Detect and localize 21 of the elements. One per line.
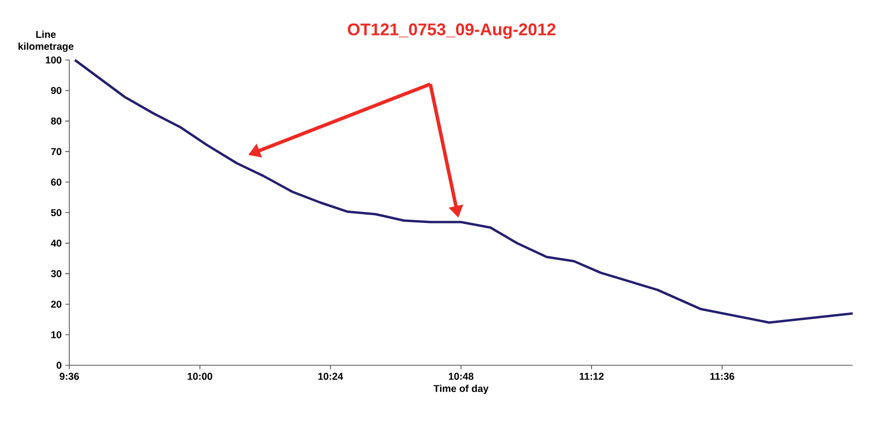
y-axis-title: Line kilometrage (18, 30, 74, 52)
y-tick-label: 30 (50, 270, 62, 278)
x-tick-label: 11:36 (710, 372, 734, 380)
x-tick-label: 11:12 (580, 372, 604, 380)
y-tick-label: 60 (51, 178, 62, 186)
x-tick-label: 10:00 (188, 372, 212, 380)
x-tick-label: 10:48 (448, 372, 474, 380)
x-tick-label: 9:36 (60, 372, 79, 380)
y-tick-label: 90 (51, 86, 62, 94)
chart-title: OT121_0753_09-Aug-2012 (348, 23, 556, 39)
y-tick-label: 0 (56, 362, 62, 369)
y-tick-label: 20 (51, 300, 62, 308)
y-tick-label: 10 (51, 331, 62, 338)
x-axis-title: Time of day (434, 384, 489, 394)
y-tick-label: 50 (51, 209, 62, 216)
y-tick-label: 80 (51, 118, 62, 125)
y-tick-label: 40 (50, 240, 62, 247)
y-tick-label: 100 (46, 56, 62, 64)
x-tick-label: 10:24 (318, 372, 344, 380)
y-tick-label: 70 (51, 148, 62, 156)
line-series (74, 58, 854, 324)
